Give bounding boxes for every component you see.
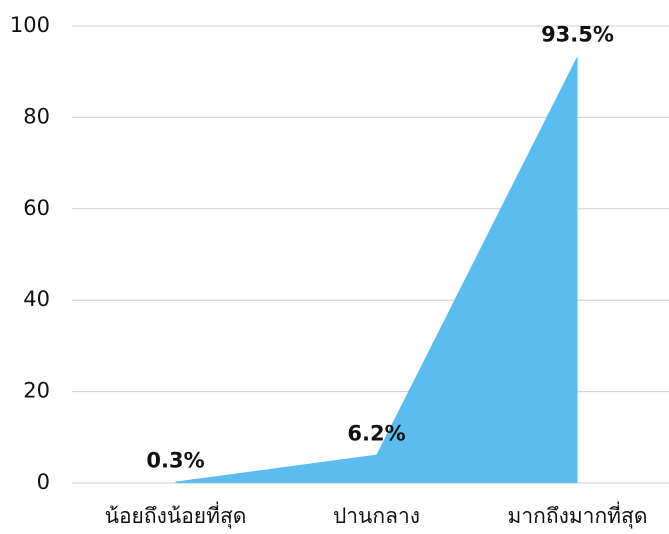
data-label: 93.5% <box>541 23 614 47</box>
y-tick-label: 60 <box>23 196 50 220</box>
x-tick-label: น้อยถึงน้อยที่สุด <box>105 501 247 529</box>
data-label: 6.2% <box>347 422 405 446</box>
y-tick-label: 20 <box>23 379 50 403</box>
data-label: 0.3% <box>146 449 204 473</box>
y-tick-label: 40 <box>23 287 50 311</box>
y-tick-label: 80 <box>23 104 50 128</box>
area <box>175 55 578 483</box>
x-tick-label: ปานกลาง <box>333 504 420 528</box>
y-tick-label: 0 <box>37 470 50 494</box>
x-tick-label: มากถึงมากที่สุด <box>508 501 648 529</box>
y-tick-label: 100 <box>10 13 50 37</box>
